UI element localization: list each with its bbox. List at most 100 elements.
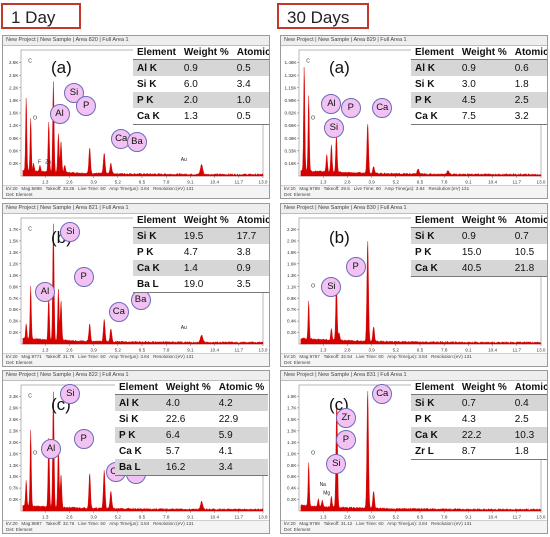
x-tick-label: 2.6: [66, 348, 73, 353]
table-header-cell: Atomic %: [510, 46, 547, 60]
element-cell: Si K: [115, 411, 162, 427]
weight-cell: 0.9: [457, 227, 511, 244]
spectrum-panel-1day-b: New Project | New Sample | Area 821 | Fu…: [2, 203, 270, 367]
y-tick-label: 1.48K: [284, 60, 297, 65]
x-tick-label: 11.7: [512, 348, 521, 353]
col-title-1day: 1 Day: [1, 3, 81, 29]
small-element-label: F: [38, 159, 41, 165]
panel-footer: kV:20 Mag:5898 Takeoff: 33.26 Live Time:…: [3, 185, 269, 198]
table-row: Al K 0.9 0.5: [133, 59, 269, 76]
x-tick-label: 9.1: [187, 348, 194, 353]
y-tick-label: 0.7K: [9, 296, 19, 301]
table-header-cell: Element: [411, 214, 458, 228]
table-row: Si K 22.6 22.9: [115, 411, 269, 427]
y-tick-label: 1.5K: [9, 239, 19, 244]
x-tick-label: 1.3: [42, 348, 49, 353]
y-tick-label: 1.9K: [9, 98, 19, 103]
x-tick-label: 1.3: [320, 180, 327, 185]
atomic-cell: 3.5: [232, 276, 269, 293]
x-tick-label: 6.5: [417, 515, 424, 520]
y-tick-label: 1.6K: [9, 451, 19, 456]
y-tick-label: 1.6K: [287, 261, 297, 266]
element-cell: P K: [411, 411, 458, 427]
weight-cell: 7.5: [457, 108, 511, 125]
panel-footer: kV:20 Mag:9887 Takeoff: 32.76 Live Time:…: [3, 520, 269, 533]
y-tick-label: 0.8K: [9, 284, 19, 289]
weight-cell: 6.0: [179, 76, 233, 92]
panel-footer: kV:20 Mag:9789 Takeoff: 29.5 Live Time: …: [281, 185, 547, 198]
y-tick-label: 0.33K: [284, 148, 297, 153]
y-tick-label: 2.6K: [9, 417, 19, 422]
small-element-label: O: [33, 115, 37, 121]
small-element-label: C: [306, 59, 310, 65]
x-tick-label: 3.9: [90, 515, 97, 520]
x-tick-label: 13.0: [537, 180, 546, 185]
table-row: Ca K 22.2 10.3: [411, 427, 547, 443]
atomic-cell: 3.4: [232, 76, 269, 92]
x-tick-label: 11.7: [234, 515, 243, 520]
table-row: Si K 3.0 1.8: [411, 76, 547, 92]
x-tick-label: 9.1: [465, 348, 472, 353]
col-title-30days: 30 Days: [277, 3, 369, 29]
table-row: Al K 4.0 4.2: [115, 394, 269, 411]
panel-header: New Project | New Sample | Area 829 | Fu…: [281, 36, 547, 46]
panel-header: New Project | New Sample | Area 821 | Fu…: [3, 204, 269, 214]
element-cell: Ba L: [133, 276, 180, 293]
x-tick-label: 11.7: [512, 180, 521, 185]
x-tick-label: 11.7: [512, 515, 521, 520]
x-tick-label: 6.5: [417, 348, 424, 353]
y-tick-label: 0.2K: [287, 330, 297, 335]
spectrum-panel-30days-a: New Project | New Sample | Area 829 | Fu…: [280, 35, 548, 199]
weight-cell: 6.4: [161, 427, 215, 443]
x-tick-label: 1.3: [42, 515, 49, 520]
atomic-cell: 2.5: [510, 411, 547, 427]
atomic-cell: 4.1: [214, 443, 269, 459]
table-row: Si K 0.7 0.4: [411, 394, 547, 411]
x-tick-label: 6.5: [139, 180, 146, 185]
x-tick-label: 6.5: [139, 515, 146, 520]
x-tick-label: 7.8: [441, 348, 448, 353]
x-tick-label: 2.6: [344, 348, 351, 353]
x-tick-label: 9.1: [187, 515, 194, 520]
atomic-cell: 5.9: [214, 427, 269, 443]
x-tick-label: 3.9: [90, 348, 97, 353]
peak-label-si: Si: [60, 383, 81, 404]
y-tick-label: 0.16K: [284, 161, 297, 166]
y-tick-label: 1.0K: [287, 451, 297, 456]
element-cell: Si K: [411, 76, 458, 92]
table-header-cell: Atomic %: [232, 46, 269, 60]
element-cell: Si K: [133, 76, 180, 92]
element-cell: Ba L: [115, 459, 162, 476]
x-tick-label: 7.8: [441, 515, 448, 520]
table-header-cell: Element: [133, 214, 180, 228]
x-tick-label: 10.4: [488, 180, 497, 185]
table-header-cell: Element: [115, 381, 162, 395]
x-tick-label: 13.0: [259, 348, 268, 353]
spectrum-series: [300, 241, 542, 345]
small-element-label: O: [311, 450, 315, 456]
small-element-label: Au: [181, 157, 187, 163]
x-tick-label: 3.9: [368, 348, 375, 353]
x-tick-label: 5.2: [115, 515, 122, 520]
peak-label-al: Al: [34, 282, 55, 303]
atomic-cell: 3.2: [510, 108, 547, 125]
weight-cell: 22.6: [161, 411, 215, 427]
composition-table: Element Weight % Atomic % Al K 4.0 4.2 Si K 22.…: [115, 381, 269, 476]
peak-label-si: Si: [326, 454, 347, 475]
small-element-label: C: [28, 59, 32, 65]
x-tick-label: 13.0: [259, 180, 268, 185]
x-tick-label: 6.5: [417, 180, 424, 185]
y-tick-label: 0.4K: [287, 319, 297, 324]
peak-label-ca: Ca: [372, 383, 393, 404]
y-tick-label: 0.2K: [9, 330, 19, 335]
element-cell: P K: [411, 92, 458, 108]
peak-label-p: P: [73, 428, 94, 449]
atomic-cell: 22.9: [214, 411, 269, 427]
spectrum-panel-30days-b: New Project | New Sample | Area 830 | Fu…: [280, 203, 548, 367]
peak-label-p: P: [73, 266, 94, 287]
y-tick-label: 0.82K: [284, 111, 297, 116]
small-element-label: O: [33, 450, 37, 456]
y-tick-label: 2.5K: [9, 73, 19, 78]
